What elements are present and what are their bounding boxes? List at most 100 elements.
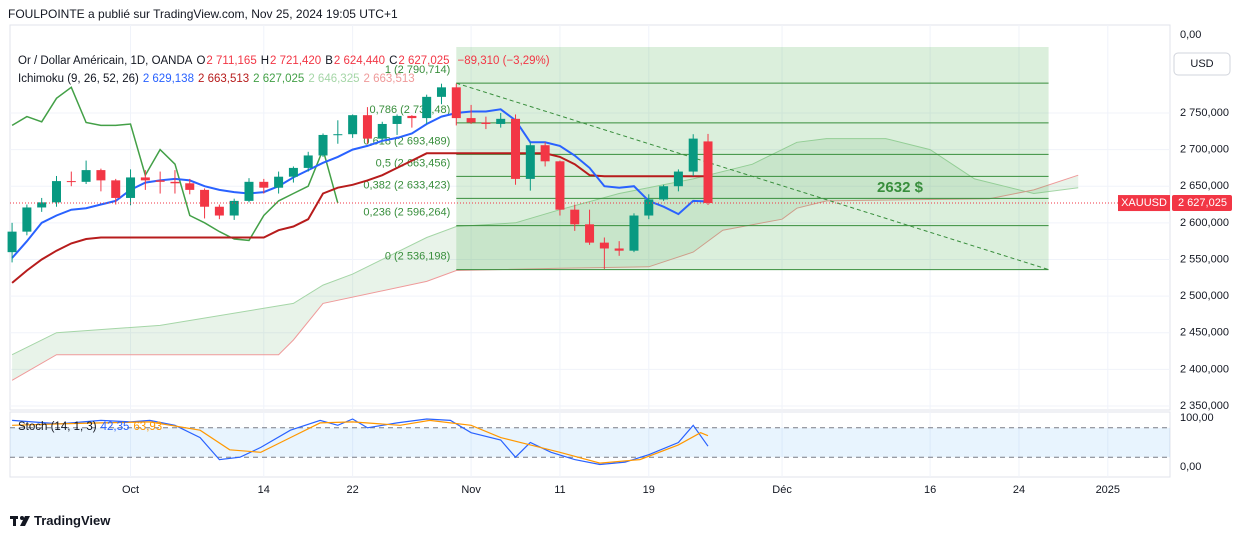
top-scale-label: 0,00 [1180, 29, 1201, 41]
fib-label: 0,236 (2 596,264) [363, 206, 450, 218]
ohlc-letter: O [196, 55, 206, 67]
ohlc-values: O2 711,165 H2 721,420 B2 624,440 C2 627,025 [196, 55, 453, 67]
legend-stoch: Stoch (14, 1, 3) 42,35 63,93 [18, 421, 170, 433]
fib-label: 0,5 (2 663,456) [376, 157, 451, 169]
ohlc-value: 2 627,025 [398, 55, 450, 67]
candle-body [66, 181, 76, 183]
candle-body [185, 183, 195, 190]
fib-trend [456, 82, 1049, 271]
candle-body [214, 206, 224, 216]
y-tick-label: 2 750,000 [1180, 107, 1229, 119]
symbol-title: Or / Dollar Américain, 1D, OANDA [18, 55, 193, 67]
x-tick-label: Nov [461, 484, 481, 496]
stoch-line [12, 419, 709, 464]
x-tick-label: 14 [258, 484, 270, 496]
y-tick-label: 2 400,000 [1180, 363, 1229, 375]
y-tick-label: 2 500,000 [1180, 290, 1229, 302]
span-a [11, 138, 1079, 356]
stoch-tick-label: 100,00 [1180, 412, 1214, 424]
symbol-tag [1118, 195, 1170, 212]
stoch-value: 63,93 [133, 421, 163, 433]
candle-body [170, 181, 180, 184]
candle-body [22, 207, 32, 232]
x-tick-label: 2025 [1096, 484, 1120, 496]
ichimoku-value: 2 663,513 [363, 73, 415, 85]
symbol-tag-label: XAUUSD [1121, 197, 1167, 209]
stoch-value: 42,35 [100, 421, 130, 433]
y-tick-label: 2 650,000 [1180, 180, 1229, 192]
stoch-band [10, 427, 1170, 458]
x-tick-label: 24 [1013, 484, 1025, 496]
ichimoku-value: 2 663,513 [197, 73, 250, 85]
fib-label: 0,618 (2 693,489) [363, 135, 450, 147]
y-tick-label: 2 450,000 [1180, 327, 1229, 339]
candle-body [259, 181, 269, 188]
currency-button-label[interactable]: USD [1190, 58, 1213, 70]
candle-body [703, 141, 713, 204]
candle-body [496, 118, 506, 124]
fib-label: 0 (2 536,198) [385, 250, 450, 262]
candle-body [333, 134, 343, 136]
candle-body [37, 202, 47, 208]
candle-body [140, 177, 150, 181]
candle-body [525, 145, 535, 179]
tv-logo [10, 516, 30, 526]
fib-label: 1 (2 790,714) [385, 64, 450, 76]
legend-main: Or / Dollar Américain, 1D, OANDA O2 711,1… [18, 55, 554, 67]
ohlc-value: 2 711,165 [206, 55, 257, 67]
fib-label: 0,786 (2 736,48) [370, 104, 451, 116]
stoch-pane [9, 411, 1171, 478]
candle-body [451, 87, 461, 119]
candle-body [200, 189, 210, 207]
ichimoku-value: 2 646,325 [308, 73, 360, 85]
base-line [11, 152, 708, 284]
stoch-line [12, 418, 709, 466]
candle-body [466, 118, 476, 123]
fib-zone [456, 47, 1049, 270]
stoch-name: Stoch (14, 1, 3) [18, 421, 97, 433]
ohlc-letter: C [389, 55, 398, 67]
candle-body [81, 170, 91, 182]
publish-header: FOULPOINTE a publié sur TradingView.com,… [8, 7, 398, 21]
currency-button[interactable] [1173, 52, 1231, 76]
candle-body [407, 115, 417, 119]
footer-brand: TradingView [34, 513, 111, 528]
legend-ichimoku: Ichimoku (9, 26, 52, 26) 2 629,138 2 663,5… [18, 73, 423, 85]
candle-body [436, 87, 446, 97]
candle-body [585, 224, 595, 243]
candle-body [644, 199, 654, 216]
x-tick-label: Déc [772, 484, 792, 496]
candle-body [318, 134, 328, 156]
ichimoku-value: 2 627,025 [253, 73, 305, 85]
ichimoku-value: 2 629,138 [142, 73, 194, 85]
y-tick-label: 2 600,000 [1180, 217, 1229, 229]
y-tick-label: 2 700,000 [1180, 144, 1229, 156]
candle-body [362, 115, 372, 139]
stoch-values: 42,35 63,93 [101, 421, 167, 433]
candle-body [570, 209, 580, 225]
candle-body [126, 177, 136, 198]
candle-body [111, 180, 121, 198]
candle-body [377, 123, 387, 139]
y-tick-label: 2 350,000 [1180, 400, 1229, 412]
x-tick-label: Oct [122, 484, 139, 496]
candle-body [673, 171, 683, 187]
fib-label: 0,382 (2 633,423) [363, 179, 450, 191]
annotation: 2632 $ [877, 179, 924, 196]
candle-body [229, 200, 239, 216]
price-tag-label: 2 627,025 [1178, 197, 1227, 209]
cloud-fill [12, 138, 1079, 381]
candle-body [511, 118, 521, 179]
candle-body [244, 181, 254, 201]
candle-body [614, 248, 624, 251]
span-b [11, 174, 1079, 381]
ohlc-letter: H [260, 55, 270, 67]
x-tick-label: 16 [924, 484, 936, 496]
candle-body [422, 96, 432, 119]
lagging-span [11, 86, 339, 242]
candle-body [599, 242, 609, 249]
ohlc-value: 2 624,440 [333, 55, 386, 67]
candle-body [303, 155, 313, 168]
